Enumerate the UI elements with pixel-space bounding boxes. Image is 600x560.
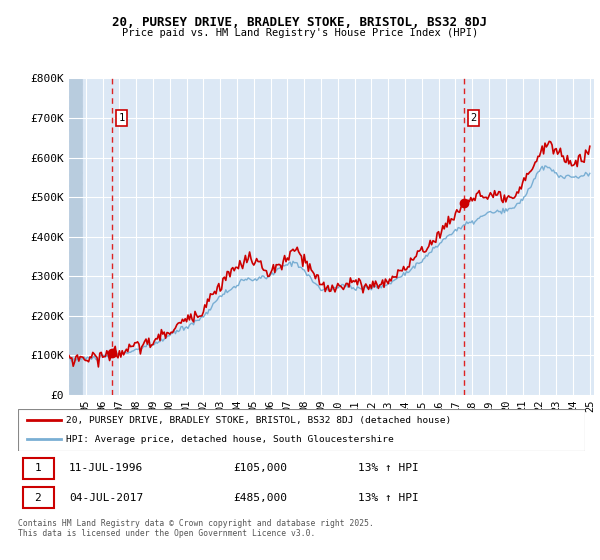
Text: 2: 2 [34, 493, 41, 503]
Text: 20, PURSEY DRIVE, BRADLEY STOKE, BRISTOL, BS32 8DJ: 20, PURSEY DRIVE, BRADLEY STOKE, BRISTOL… [113, 16, 487, 29]
Text: 1: 1 [118, 113, 124, 123]
Text: HPI: Average price, detached house, South Gloucestershire: HPI: Average price, detached house, Sout… [66, 435, 394, 444]
Text: 20, PURSEY DRIVE, BRADLEY STOKE, BRISTOL, BS32 8DJ (detached house): 20, PURSEY DRIVE, BRADLEY STOKE, BRISTOL… [66, 416, 451, 424]
Text: Contains HM Land Registry data © Crown copyright and database right 2025.
This d: Contains HM Land Registry data © Crown c… [18, 519, 374, 538]
Text: 13% ↑ HPI: 13% ↑ HPI [358, 493, 419, 503]
Text: £485,000: £485,000 [233, 493, 287, 503]
Bar [69, 78, 82, 395]
Text: 2: 2 [470, 113, 477, 123]
Text: 13% ↑ HPI: 13% ↑ HPI [358, 463, 419, 473]
Text: Price paid vs. HM Land Registry's House Price Index (HPI): Price paid vs. HM Land Registry's House … [122, 28, 478, 38]
FancyBboxPatch shape [23, 487, 54, 508]
Text: £105,000: £105,000 [233, 463, 287, 473]
Text: 11-JUL-1996: 11-JUL-1996 [69, 463, 143, 473]
Text: 1: 1 [34, 463, 41, 473]
Text: 04-JUL-2017: 04-JUL-2017 [69, 493, 143, 503]
FancyBboxPatch shape [23, 458, 54, 479]
